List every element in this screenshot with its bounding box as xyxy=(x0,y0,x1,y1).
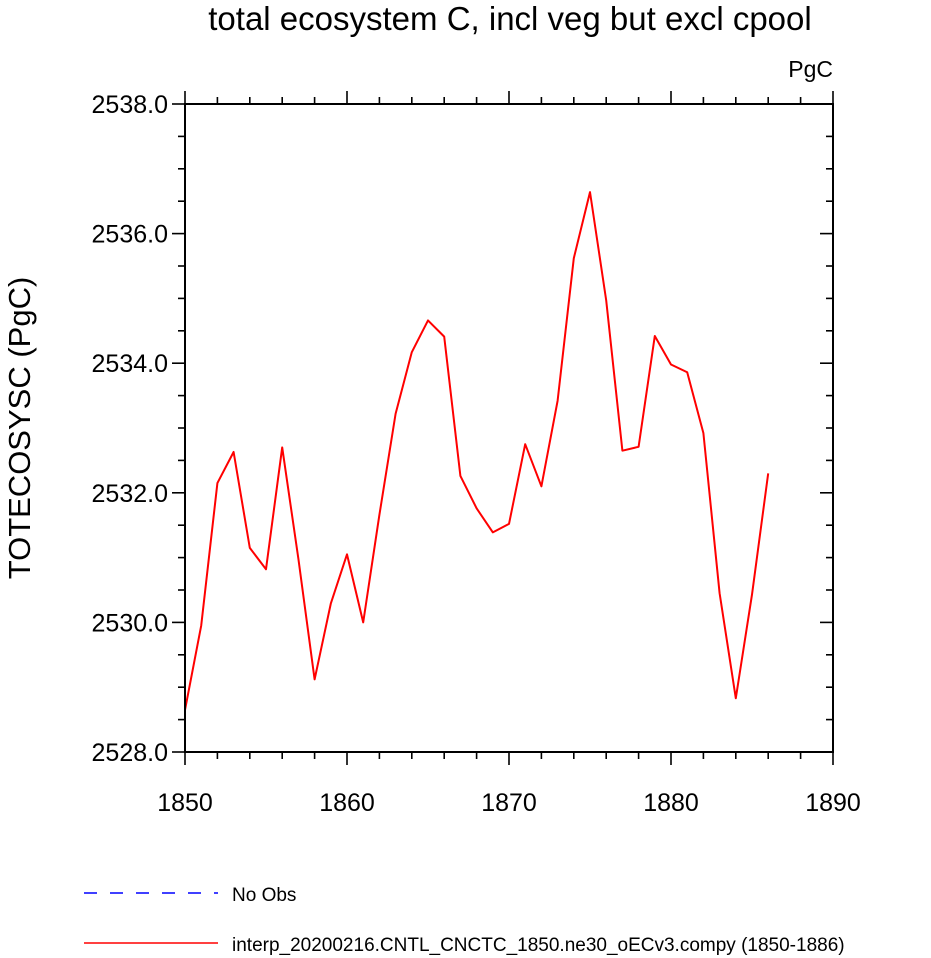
x-tick-labels: 1850 1860 1870 1880 1890 xyxy=(157,789,861,817)
x-tick-label: 1870 xyxy=(481,789,537,817)
series-line-0 xyxy=(184,191,770,711)
x-tick-label: 1850 xyxy=(157,789,213,817)
y-tick-label: 2538.0 xyxy=(92,91,168,119)
units-label: PgC xyxy=(788,56,833,82)
legend-label-model-run: interp_20200216.CNTL_CNCTC_1850.ne30_oEC… xyxy=(232,935,845,956)
x-tick-label: 1890 xyxy=(805,789,861,817)
series-group xyxy=(184,191,770,711)
y-tick-label: 2536.0 xyxy=(92,221,168,249)
legend: No Obs interp_20200216.CNTL_CNCTC_1850.n… xyxy=(84,885,845,956)
y-axis-label: TOTECOSYSC (PgC) xyxy=(2,277,37,580)
y-tick-label: 2534.0 xyxy=(92,350,168,378)
x-tick-label: 1880 xyxy=(643,789,699,817)
y-tick-label: 2532.0 xyxy=(92,480,168,508)
plot-frame xyxy=(184,103,834,753)
axis-ticks xyxy=(172,91,834,765)
y-tick-label: 2530.0 xyxy=(92,609,168,637)
x-tick-label: 1860 xyxy=(319,789,375,817)
y-tick-labels: 2528.0 2530.0 2532.0 2534.0 2536.0 2538.0 xyxy=(92,91,168,767)
legend-label-no-obs: No Obs xyxy=(232,885,296,906)
y-tick-label: 2528.0 xyxy=(92,739,168,767)
chart-title: total ecosystem C, incl veg but excl cpo… xyxy=(208,0,811,37)
